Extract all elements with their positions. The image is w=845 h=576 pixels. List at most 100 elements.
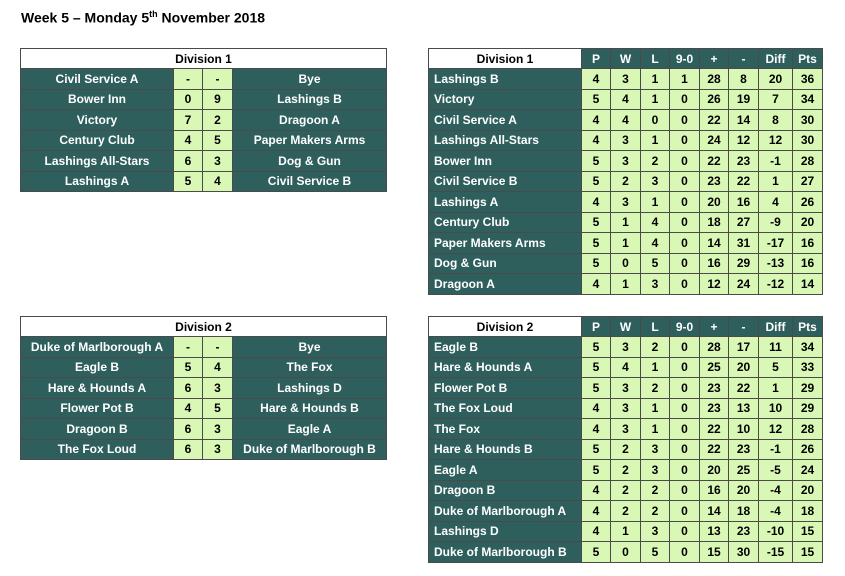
stat-lost: 1 [640, 68, 670, 90]
team-name: Hare & Hounds B [428, 438, 582, 460]
stat-lost: 1 [640, 88, 670, 110]
team-name: Victory [428, 88, 582, 110]
stat-won: 2 [610, 170, 641, 192]
stat-lost: 1 [640, 397, 670, 419]
stat-played: 4 [581, 479, 611, 501]
team-name: Bower Inn [428, 150, 582, 172]
home-score: 7 [173, 109, 203, 131]
stat-diff: 11 [758, 336, 793, 358]
stat-for: 18 [699, 211, 729, 233]
stat-won: 3 [610, 418, 641, 440]
team-name: Eagle A [428, 459, 582, 481]
stat-won: 3 [610, 377, 641, 399]
column-header-won: W [610, 316, 641, 337]
stat-against: 13 [728, 397, 759, 419]
fixture-row: The Fox Loud 6 3 Duke of Marlborough B [20, 438, 387, 460]
column-header-won: W [610, 48, 641, 69]
stat-diff: 7 [758, 88, 793, 110]
stat-against: 18 [728, 500, 759, 522]
team-name: Dragoon B [428, 479, 582, 501]
away-score: 3 [202, 150, 233, 172]
stat-won: 1 [610, 520, 641, 542]
stat-nine-nil: 0 [669, 479, 700, 501]
standings-row: Century Club 5 1 4 0 18 27 -9 20 [428, 211, 823, 233]
stat-points: 29 [792, 377, 823, 399]
home-score: - [173, 68, 203, 90]
team-name: Lashings B [428, 68, 582, 90]
stat-for: 12 [699, 273, 729, 295]
stat-points: 27 [792, 170, 823, 192]
team-name: Hare & Hounds A [428, 356, 582, 378]
column-header-points: Pts [792, 316, 823, 337]
stat-played: 4 [581, 109, 611, 131]
standings-row: Duke of Marlborough A 4 2 2 0 14 18 -4 18 [428, 500, 823, 522]
away-score: 5 [202, 397, 233, 419]
stat-played: 4 [581, 500, 611, 522]
standings-row: Duke of Marlborough B 5 0 5 0 15 30 -15 15 [428, 541, 823, 563]
stat-diff: 1 [758, 170, 793, 192]
title-prefix: Week 5 – Monday 5 [21, 9, 150, 26]
away-team: Bye [232, 68, 387, 90]
stat-nine-nil: 0 [669, 211, 700, 233]
column-header-against: - [728, 48, 759, 69]
away-team: Dog & Gun [232, 150, 387, 172]
standings-heading: Division 2 [428, 316, 582, 337]
fixtures-heading: Division 1 [20, 48, 387, 69]
home-team: Dragoon B [20, 418, 174, 440]
away-score: - [202, 68, 233, 90]
stat-for: 16 [699, 252, 729, 274]
title-sup: th [149, 9, 158, 19]
stat-diff: -17 [758, 232, 793, 254]
standings-row: Lashings All-Stars 4 3 1 0 24 12 12 30 [428, 129, 823, 151]
team-name: Dragoon A [428, 273, 582, 295]
stat-nine-nil: 0 [669, 273, 700, 295]
standings-row: Dragoon B 4 2 2 0 16 20 -4 20 [428, 479, 823, 501]
stat-won: 3 [610, 68, 641, 90]
stat-played: 4 [581, 68, 611, 90]
stat-diff: 12 [758, 129, 793, 151]
home-team: Victory [20, 109, 174, 131]
stat-diff: -15 [758, 541, 793, 563]
stat-won: 1 [610, 273, 641, 295]
fixture-row: Eagle B 5 4 The Fox [20, 356, 387, 378]
stat-nine-nil: 0 [669, 129, 700, 151]
stat-lost: 3 [640, 459, 670, 481]
away-team: Civil Service B [232, 170, 387, 192]
stat-for: 23 [699, 377, 729, 399]
team-name: Eagle B [428, 336, 582, 358]
home-team: Flower Pot B [20, 397, 174, 419]
column-header-played: P [581, 316, 611, 337]
stat-against: 16 [728, 191, 759, 213]
stat-against: 14 [728, 109, 759, 131]
team-name: Civil Service A [428, 109, 582, 131]
stat-nine-nil: 0 [669, 541, 700, 563]
standings-row: Civil Service B 5 2 3 0 23 22 1 27 [428, 170, 823, 192]
stat-points: 30 [792, 109, 823, 131]
stat-diff: -4 [758, 479, 793, 501]
stat-played: 5 [581, 150, 611, 172]
away-score: 3 [202, 418, 233, 440]
stat-won: 4 [610, 88, 641, 110]
standings-row: Lashings B 4 3 1 1 28 8 20 36 [428, 68, 823, 90]
stat-nine-nil: 0 [669, 191, 700, 213]
stat-lost: 1 [640, 356, 670, 378]
away-team: Lashings B [232, 88, 387, 110]
stat-lost: 3 [640, 520, 670, 542]
team-name: Lashings D [428, 520, 582, 542]
home-team: Hare & Hounds A [20, 377, 174, 399]
home-team: Century Club [20, 129, 174, 151]
stat-diff: -1 [758, 150, 793, 172]
stat-against: 22 [728, 170, 759, 192]
fixture-row: Duke of Marlborough A - - Bye [20, 336, 387, 358]
column-header-diff: Diff [758, 316, 793, 337]
stat-for: 26 [699, 88, 729, 110]
stat-played: 4 [581, 520, 611, 542]
column-header-diff: Diff [758, 48, 793, 69]
team-name: Flower Pot B [428, 377, 582, 399]
stat-played: 5 [581, 211, 611, 233]
stat-played: 4 [581, 191, 611, 213]
team-name: The Fox Loud [428, 397, 582, 419]
stat-lost: 4 [640, 232, 670, 254]
stat-diff: -9 [758, 211, 793, 233]
fixture-row: Lashings All-Stars 6 3 Dog & Gun [20, 150, 387, 172]
